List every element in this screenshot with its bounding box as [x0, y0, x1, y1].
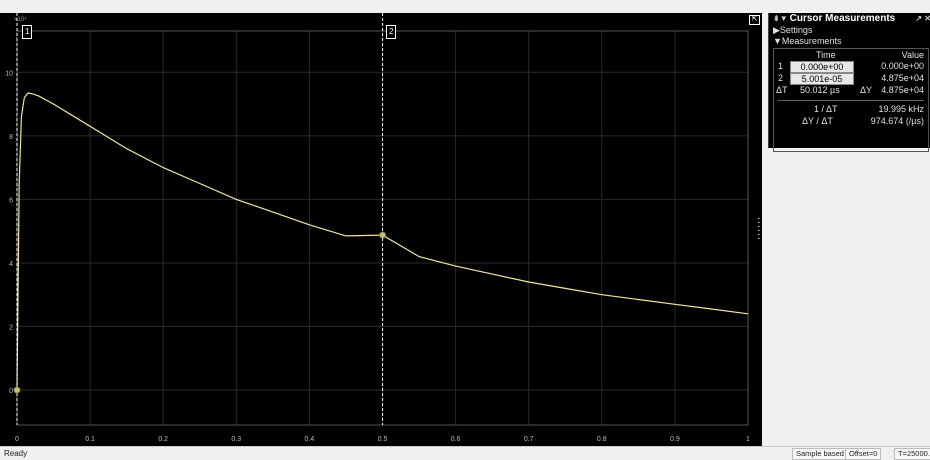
status-ready: Ready [4, 449, 28, 458]
y-tick-label: 0 [9, 388, 13, 395]
slope-value: 974.674 (/µs) [870, 116, 924, 126]
delta-y-label: ΔY [860, 85, 873, 95]
inverse-delta-t-value: 19.995 kHz [878, 104, 924, 114]
y-tick-label: 10 [5, 70, 13, 77]
x-tick-label: 0.6 [451, 436, 461, 443]
x-tick-label: 0.9 [670, 436, 680, 443]
x-tick-label: 0.5 [378, 436, 388, 443]
settings-section-toggle[interactable]: ▶Settings [769, 25, 930, 36]
y-tick-label: 8 [9, 134, 13, 141]
panel-window-icons[interactable]: ↗ ✕ [915, 14, 930, 23]
status-time: T=25000.00 [894, 448, 930, 460]
row1-index: 1 [778, 61, 784, 71]
panel-title: Cursor Measurements [789, 13, 896, 24]
x-tick-label: 0.3 [231, 436, 241, 443]
settings-label: Settings [779, 25, 813, 35]
col-value-header: Value [901, 50, 924, 60]
pin-icon[interactable]: ⇟▼ [773, 14, 788, 23]
scope-display[interactable]: 0 0.1 0.2 0.3 0.4 0.5 0.6 0.7 0.8 0.9 1 0 2 4 6 8 10 ×10⁴… [0, 13, 762, 446]
x-tick-label: 0.8 [597, 436, 607, 443]
y-tick-label: 6 [9, 197, 13, 204]
row2-value: 4.875e+04 [881, 73, 924, 83]
y-exponent-label: ×10⁴ [14, 16, 27, 23]
cursor-1-tag[interactable]: 1 [22, 25, 33, 39]
row1-value: 0.000e+00 [881, 61, 924, 71]
row2-index: 2 [778, 73, 784, 83]
measurements-label: Measurements [781, 36, 842, 46]
measurements-table: Time Value 1 0.000e+00 0.000e+00 2 4.875… [773, 48, 929, 152]
status-offset: Offset=0 [845, 448, 882, 460]
divider [778, 100, 924, 101]
signal-trace [16, 92, 749, 391]
x-tick-label: 0.7 [524, 436, 534, 443]
delta-t-value: 50.012 µs [800, 85, 840, 95]
toolbar-strip [0, 0, 930, 13]
x-tick-label: 0.2 [158, 436, 168, 443]
y-tick-label: 2 [9, 325, 13, 332]
slope-label: ΔY / ΔT [802, 116, 833, 126]
x-tick-label: 1 [746, 436, 750, 443]
expand-right-icon: ▶ [773, 25, 780, 35]
status-bar: Ready Sample based Offset=0 T=25000.00 [0, 446, 930, 460]
cursor-2-marker[interactable] [379, 231, 387, 239]
undock-icon[interactable]: ⇱ [749, 15, 760, 25]
cursor-measurements-panel: ⇟▼ Cursor Measurements ↗ ✕ ▶Settings ▼Mea… [768, 13, 930, 152]
x-tick-label: 0 [15, 436, 19, 443]
inverse-delta-t-label: 1 / ΔT [814, 104, 838, 114]
panel-header: ⇟▼ Cursor Measurements ↗ ✕ [769, 13, 930, 25]
panel-resize-handle-icon[interactable]: ▪ ▪ ▪ ▪ ▪ ▪ [758, 216, 760, 242]
x-tick-label: 0.1 [85, 436, 95, 443]
cursor-1-marker[interactable] [13, 386, 21, 394]
y-tick-label: 4 [9, 261, 13, 268]
collapse-down-icon: ▼ [773, 36, 782, 46]
status-mode: Sample based [792, 448, 848, 460]
cursor1-time-field[interactable]: 0.000e+00 [790, 61, 854, 73]
x-tick-label: 0.4 [305, 436, 315, 443]
cursor2-time-field[interactable]: 5.001e-05 [790, 73, 854, 85]
cursor-2-tag[interactable]: 2 [386, 25, 397, 39]
plot-area[interactable]: 0 0.1 0.2 0.3 0.4 0.5 0.6 0.7 0.8 0.9 10246810×10⁴… [0, 13, 762, 446]
col-time-header: Time [816, 50, 836, 60]
delta-t-label: ΔT [776, 85, 788, 95]
measurements-section-toggle[interactable]: ▼Measurements [769, 36, 930, 47]
delta-y-value: 4.875e+04 [881, 85, 924, 95]
